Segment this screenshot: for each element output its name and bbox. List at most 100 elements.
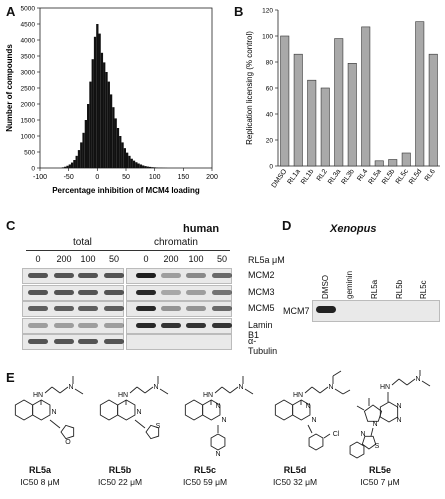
band (136, 273, 156, 278)
histogram-bar (137, 163, 140, 168)
band (212, 306, 232, 311)
atom-label: N (215, 451, 220, 458)
compound-ic50: IC50 32 μM (272, 477, 318, 487)
band (28, 322, 48, 328)
band (186, 306, 206, 311)
band (186, 289, 206, 295)
band (212, 289, 232, 295)
ring (292, 399, 311, 421)
bond (136, 386, 146, 394)
blot-strip (126, 301, 232, 317)
y-tick-label: 0 (269, 164, 273, 171)
ring (60, 424, 75, 440)
lane-label: RL5b (395, 279, 404, 299)
y-tick-label: 40 (266, 112, 274, 119)
y-tick-label: 3500 (21, 54, 36, 61)
group-chromatin-line (126, 250, 230, 251)
atom-label: N (328, 384, 333, 391)
panel-c-label: C (6, 218, 16, 233)
bond (214, 386, 223, 394)
histogram-bar (128, 155, 131, 168)
histogram-bar (84, 120, 88, 168)
lane-label: 200 (56, 254, 72, 264)
x-tick-label: -50 (64, 174, 74, 181)
band (28, 339, 48, 344)
atom-label: N (305, 403, 310, 410)
y-tick-label: 0 (31, 166, 35, 173)
human-title: human (183, 223, 220, 235)
band (104, 339, 124, 344)
y-tick-label: 80 (266, 60, 274, 67)
bond (244, 388, 254, 395)
blot-strip (22, 334, 124, 350)
histogram-bar (151, 167, 154, 168)
histogram-bar (91, 59, 94, 169)
ring (99, 399, 119, 421)
bond (44, 386, 53, 394)
atom-label: N (238, 384, 243, 391)
lane-labels-human: 0 200 100 50 0 200 100 50 (22, 254, 238, 266)
bond (134, 419, 146, 429)
x-tick-label: 50 (122, 174, 130, 181)
band (28, 289, 48, 295)
lane-label: 200 (163, 254, 179, 264)
blot-strip (126, 334, 232, 350)
bond (74, 388, 84, 395)
blot-strip (126, 284, 232, 301)
band (212, 273, 232, 278)
y-tick-label: 5000 (21, 6, 36, 13)
panel-e-label: E (6, 370, 15, 385)
lane-label: 50 (108, 254, 119, 264)
category-label: RL3b (341, 168, 356, 186)
atom-label: N (360, 431, 365, 438)
category-label: RL6 (424, 168, 437, 183)
histogram-bar (142, 165, 145, 168)
category-label: RL5a (368, 168, 383, 186)
histogram-bar (80, 142, 83, 168)
histogram-bar (68, 164, 71, 168)
ring (349, 441, 365, 459)
histogram-bar (139, 164, 143, 168)
category-label: RL1b (300, 168, 315, 186)
histogram-bar (146, 166, 149, 168)
y-tick-label: 60 (266, 86, 274, 93)
bond (323, 433, 331, 439)
bond (370, 427, 374, 437)
band (78, 339, 98, 344)
bar-rl2 (320, 87, 330, 167)
lane-label: 100 (80, 254, 96, 264)
bond (229, 386, 239, 394)
compound-name: RL5d (283, 465, 307, 475)
ring (274, 399, 294, 421)
atom-label: N (372, 421, 377, 428)
ring (202, 399, 221, 421)
compound-name: RL5c (193, 465, 216, 475)
compound-name: RL5a (28, 465, 51, 475)
ring (210, 433, 226, 451)
band (104, 322, 124, 328)
bar-rl1a (293, 53, 303, 167)
bond (307, 424, 313, 434)
category-label: RL5b (381, 168, 396, 186)
bond (319, 386, 329, 394)
bond (221, 386, 231, 394)
bond (59, 386, 69, 394)
ring (308, 433, 324, 451)
bond (406, 378, 416, 386)
histogram-bar (148, 166, 152, 168)
group-chromatin-label: chromatin (154, 237, 198, 248)
x-axis-label: Percentage inhibition of MCM4 loading (52, 186, 200, 195)
plot-frame (39, 7, 213, 169)
atom-label: HN (293, 392, 303, 399)
band (78, 289, 98, 295)
histogram-bar (98, 33, 101, 168)
y-tick-label: 4000 (21, 38, 36, 45)
histogram-bar (132, 160, 136, 168)
bond (159, 388, 169, 395)
bond (356, 405, 365, 411)
blot-strip (126, 268, 232, 284)
x-tick-label: -100 (33, 174, 47, 181)
histogram-bar (112, 107, 115, 168)
atom-label: N (415, 376, 420, 383)
row-label: Lamin B1 (248, 319, 273, 340)
